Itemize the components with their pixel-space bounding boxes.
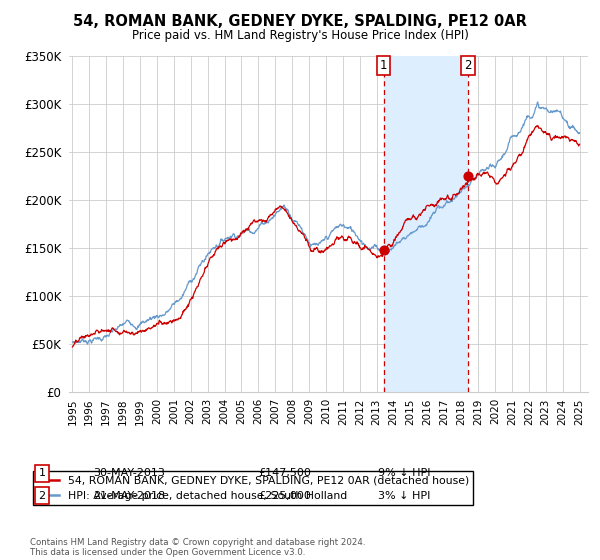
Text: 1: 1 (38, 468, 46, 478)
Point (379, 246, 388, 255)
Point (463, 171, 473, 180)
Text: Contains HM Land Registry data © Crown copyright and database right 2024.
This d: Contains HM Land Registry data © Crown c… (30, 538, 365, 557)
Text: 30-MAY-2013: 30-MAY-2013 (93, 468, 165, 478)
Text: 2: 2 (38, 491, 46, 501)
Text: 21-MAY-2018: 21-MAY-2018 (93, 491, 165, 501)
Text: 2: 2 (464, 59, 472, 72)
Text: 3% ↓ HPI: 3% ↓ HPI (378, 491, 430, 501)
Text: £225,000: £225,000 (258, 491, 311, 501)
Text: 54, ROMAN BANK, GEDNEY DYKE, SPALDING, PE12 0AR: 54, ROMAN BANK, GEDNEY DYKE, SPALDING, P… (73, 14, 527, 29)
Legend: 54, ROMAN BANK, GEDNEY DYKE, SPALDING, PE12 0AR (detached house), HPI: Average p: 54, ROMAN BANK, GEDNEY DYKE, SPALDING, P… (33, 472, 473, 506)
Text: Price paid vs. HM Land Registry's House Price Index (HPI): Price paid vs. HM Land Registry's House … (131, 29, 469, 42)
Text: £147,500: £147,500 (258, 468, 311, 478)
Text: 9% ↓ HPI: 9% ↓ HPI (378, 468, 431, 478)
Text: 1: 1 (380, 59, 388, 72)
